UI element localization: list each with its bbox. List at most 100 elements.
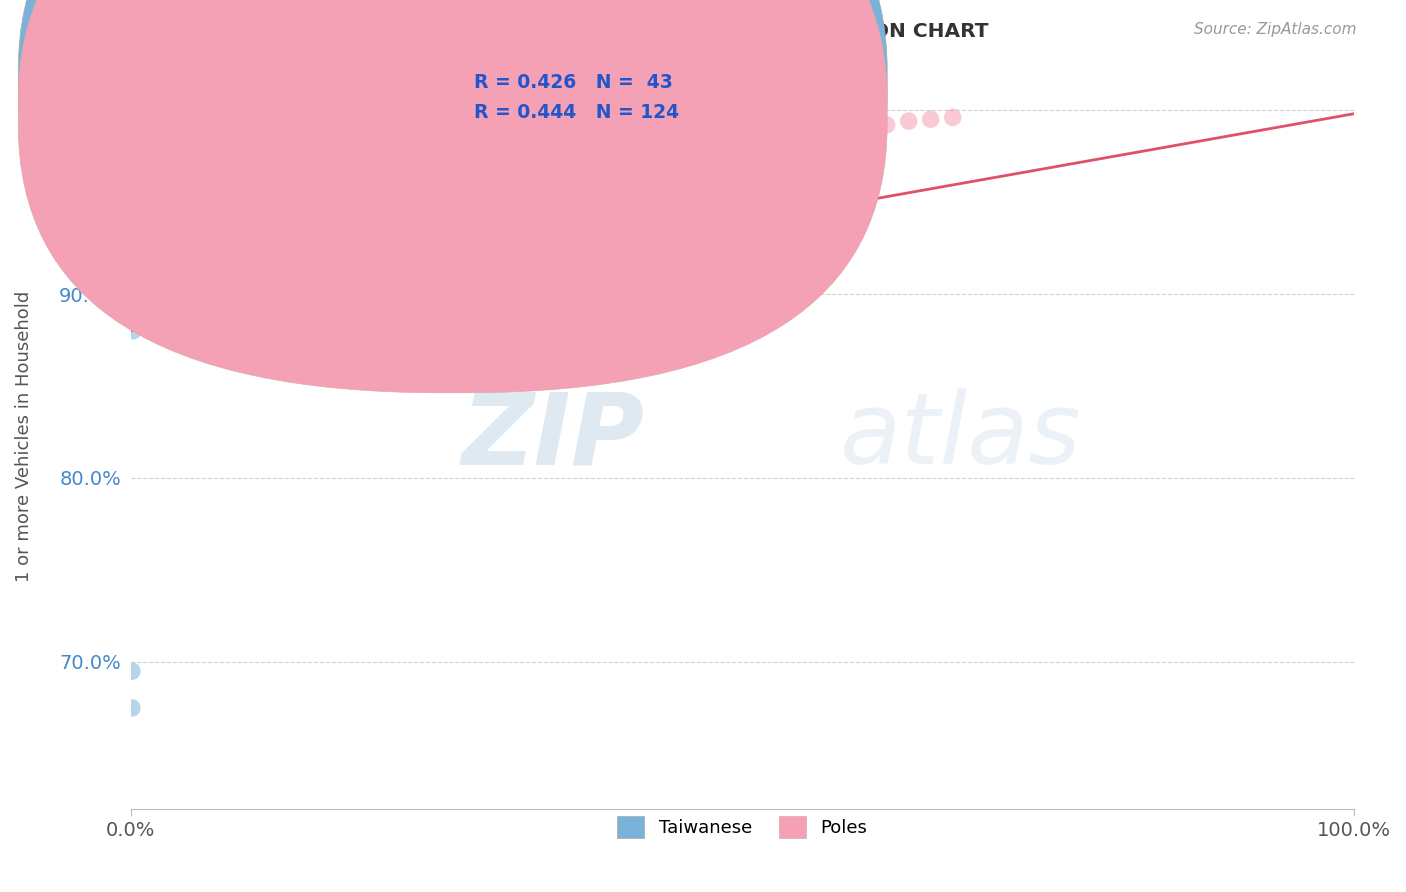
Point [200, 210, 222, 224]
Point [529, 154, 551, 169]
Point [166, 222, 188, 236]
Point [285, 186, 308, 200]
Point [565, 149, 588, 163]
Point [585, 147, 607, 161]
Point [125, 186, 148, 200]
Point [388, 235, 411, 250]
Point [127, 213, 149, 227]
Point [377, 333, 399, 347]
Point [195, 213, 218, 227]
Point [603, 144, 626, 158]
Point [131, 186, 153, 200]
Point [232, 202, 254, 217]
Point [359, 173, 381, 187]
Point [437, 268, 460, 283]
Point [239, 199, 262, 213]
Text: R = 0.444   N = 124: R = 0.444 N = 124 [474, 103, 679, 122]
Point [174, 222, 197, 236]
Point [832, 121, 855, 136]
Point [134, 217, 156, 231]
Point [125, 204, 148, 219]
Point [190, 210, 212, 224]
Point [370, 173, 392, 187]
Point [176, 210, 198, 224]
Point [131, 217, 153, 231]
Point [725, 132, 748, 146]
Point [276, 187, 298, 202]
Point [153, 210, 176, 224]
Point [460, 161, 482, 176]
Point [142, 217, 165, 231]
Point [122, 177, 145, 191]
Point [205, 204, 228, 219]
Point [942, 111, 965, 125]
Point [427, 166, 450, 180]
Text: atlas: atlas [841, 388, 1081, 485]
Point [623, 144, 645, 158]
Point [229, 324, 252, 338]
Point [193, 232, 215, 246]
Point [211, 208, 233, 222]
Point [486, 272, 509, 286]
Point [321, 180, 343, 194]
Point [328, 320, 350, 334]
Point [124, 186, 146, 200]
Point [143, 213, 166, 227]
Point [266, 204, 288, 219]
Point [127, 177, 149, 191]
Point [132, 222, 155, 236]
Text: Source: ZipAtlas.com: Source: ZipAtlas.com [1194, 22, 1357, 37]
Point [122, 158, 145, 172]
Point [768, 130, 790, 145]
Point [136, 204, 159, 219]
Point [142, 210, 165, 224]
Point [413, 346, 436, 360]
Point [364, 357, 387, 371]
Point [125, 213, 148, 227]
Point [150, 232, 173, 246]
Point [156, 213, 179, 227]
Point [121, 701, 143, 715]
Point [254, 296, 277, 310]
Point [121, 149, 143, 163]
Point [121, 112, 143, 127]
Point [138, 213, 160, 227]
Point [547, 149, 569, 163]
Point [247, 194, 270, 209]
Point [180, 213, 202, 227]
Point [124, 186, 146, 200]
Point [494, 158, 516, 172]
Point [141, 213, 163, 227]
Point [352, 327, 374, 342]
Point [139, 204, 162, 219]
Point [124, 204, 146, 219]
Point [198, 213, 221, 227]
Point [643, 140, 665, 154]
Y-axis label: 1 or more Vehicles in Household: 1 or more Vehicles in Household [15, 291, 32, 582]
Point [413, 324, 436, 338]
Point [236, 210, 259, 224]
Point [645, 324, 668, 338]
Point [129, 210, 152, 224]
Point [218, 217, 240, 231]
Point [876, 118, 898, 132]
Point [315, 204, 337, 219]
Point [132, 199, 155, 213]
Point [153, 194, 176, 209]
Point [242, 210, 264, 224]
Point [510, 154, 533, 169]
Point [596, 301, 619, 316]
Point [302, 250, 325, 264]
Point [499, 315, 522, 329]
Point [920, 112, 942, 127]
Point [384, 171, 406, 186]
Point [745, 130, 768, 145]
Point [149, 204, 172, 219]
Point [256, 191, 278, 205]
Point [790, 125, 813, 139]
Point [186, 217, 208, 231]
Point [398, 168, 420, 182]
Point [149, 204, 172, 219]
Point [218, 204, 240, 219]
Point [187, 222, 209, 236]
